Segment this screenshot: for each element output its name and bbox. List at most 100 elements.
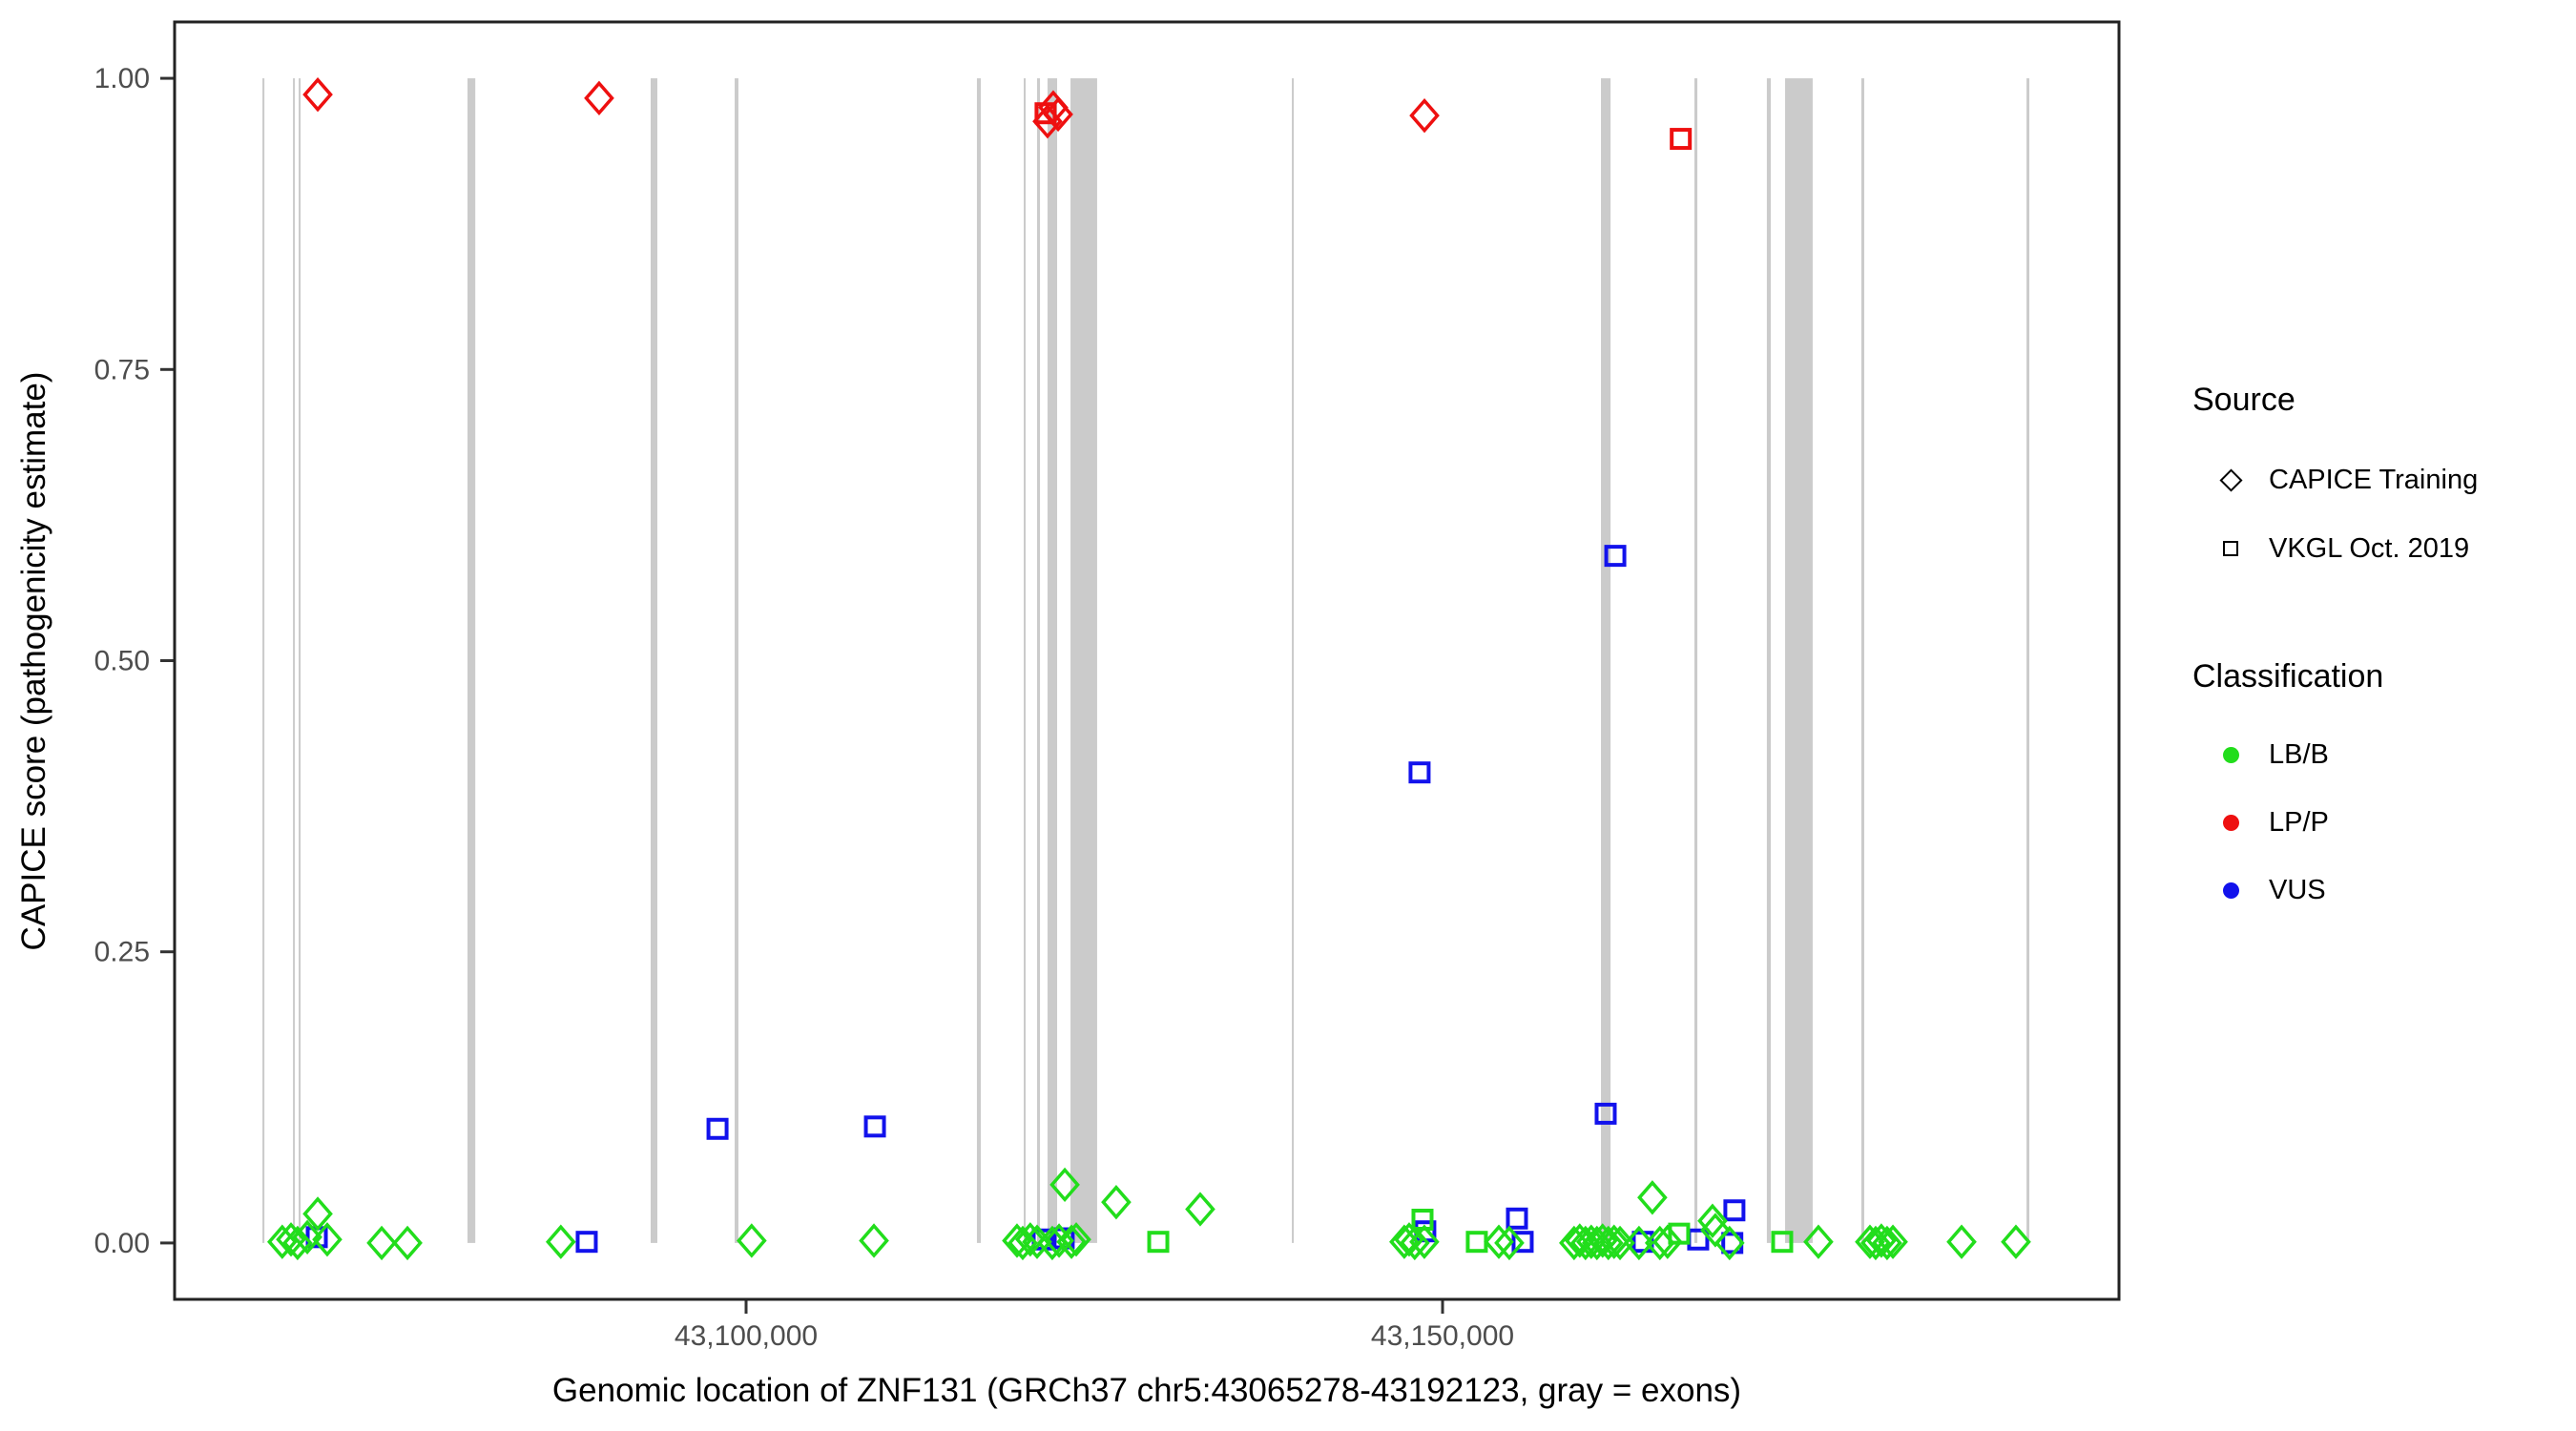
exon-bar: [1601, 78, 1611, 1243]
point-capice-training: [859, 1223, 889, 1258]
point-capice-training: [1008, 1225, 1038, 1261]
exon-bar: [1766, 78, 1771, 1243]
points-layer: [266, 77, 2031, 1261]
legend-item-label: LB/B: [2269, 738, 2329, 770]
exons-layer: [262, 78, 2030, 1243]
exon-bar: [976, 78, 982, 1243]
x-tick-label: 43,100,000: [675, 1320, 818, 1352]
exon-bar: [1292, 78, 1295, 1243]
axes-layer: 0.00 0.25 0.50 0.75 1.00 43,100,000 43,150,000: [94, 63, 1514, 1352]
point-capice-training: [1598, 1224, 1630, 1259]
point-capice-training: [1061, 1222, 1091, 1257]
blue-dot-icon: [2206, 881, 2255, 899]
point-capice-training: [1056, 1224, 1087, 1259]
y-tick-label: 0.25: [94, 937, 150, 968]
point-vkgl: [1771, 1231, 1794, 1254]
point-capice-training: [584, 80, 614, 116]
point-capice-training: [1700, 1213, 1731, 1248]
exon-bar: [1070, 78, 1097, 1243]
legend-item-lbb: LB/B: [2206, 736, 2329, 774]
point-capice-training: [1624, 1225, 1654, 1261]
exon-bar: [650, 78, 657, 1243]
point-capice-training: [1697, 1203, 1728, 1238]
panel-border: [173, 20, 2121, 1301]
point-vkgl: [1411, 1208, 1434, 1231]
legend-classification-title: Classification: [2192, 658, 2384, 695]
point-capice-training: [1409, 97, 1440, 134]
legend-item-label: CAPICE Training: [2269, 464, 2479, 495]
point-vkgl: [1506, 1207, 1528, 1230]
point-vkgl: [1604, 545, 1627, 568]
legend: Source CAPICE Training VKGL Oct. 2019 Cl…: [2185, 0, 2566, 1431]
y-tick-label: 0.75: [94, 354, 150, 385]
legend-item-capice-training: CAPICE Training: [2206, 461, 2478, 499]
point-vkgl: [1594, 1102, 1617, 1125]
point-capice-training: [1872, 1225, 1902, 1261]
point-vkgl: [1465, 1231, 1488, 1254]
square-icon: [2206, 541, 2255, 556]
point-capice-training: [1484, 1224, 1514, 1259]
point-vkgl: [1408, 761, 1431, 784]
exon-bar: [467, 78, 476, 1243]
point-vkgl: [575, 1231, 598, 1254]
point-capice-training: [366, 1225, 397, 1261]
y-tick-label: 0.00: [94, 1228, 150, 1259]
legend-item-label: VKGL Oct. 2019: [2269, 532, 2470, 564]
point-capice-training: [1049, 1167, 1080, 1203]
point-capice-training: [276, 1222, 306, 1257]
point-capice-training: [1637, 1180, 1668, 1215]
exon-bar: [262, 78, 265, 1243]
point-vkgl: [863, 1115, 886, 1138]
legend-source-title: Source: [2192, 382, 2296, 418]
point-capice-training: [1946, 1224, 1977, 1259]
exon-bar: [2026, 78, 2030, 1243]
exon-bar: [1023, 78, 1027, 1243]
point-capice-training: [1101, 1185, 1132, 1220]
point-capice-training: [392, 1225, 423, 1261]
point-capice-training: [1043, 96, 1073, 133]
point-vkgl: [1147, 1231, 1170, 1254]
exon-bar: [735, 78, 738, 1243]
point-capice-training: [1878, 1224, 1908, 1259]
exon-bar: [293, 78, 296, 1243]
point-capice-training: [1015, 1222, 1046, 1257]
point-vkgl: [1668, 1222, 1691, 1245]
point-capice-training: [1389, 1224, 1420, 1259]
point-capice-training: [302, 77, 333, 113]
exon-bar: [299, 78, 301, 1243]
point-capice-training: [1866, 1223, 1897, 1258]
red-dot-icon: [2206, 814, 2255, 831]
point-capice-training: [1494, 1225, 1525, 1261]
point-capice-training: [1592, 1225, 1624, 1261]
point-vkgl: [1670, 128, 1693, 151]
point-capice-training: [545, 1224, 576, 1259]
legend-item-vkgl: VKGL Oct. 2019: [2206, 529, 2469, 568]
x-axis-title: Genomic location of ZNF131 (GRCh37 chr5:…: [551, 1372, 1742, 1409]
point-capice-training: [1587, 1223, 1618, 1258]
point-capice-training: [282, 1225, 313, 1261]
y-axis-title: CAPICE score (pathogenicity estimate): [15, 371, 52, 951]
point-capice-training: [292, 1219, 322, 1255]
exon-bar: [1785, 78, 1813, 1243]
exon-bar: [1047, 78, 1058, 1243]
point-capice-training: [737, 1223, 767, 1258]
legend-item-vus: VUS: [2206, 871, 2326, 909]
point-capice-training: [1652, 1224, 1683, 1259]
legend-item-lpp: LP/P: [2206, 803, 2329, 841]
exon-bar: [1860, 78, 1864, 1243]
point-capice-training: [312, 1222, 343, 1257]
y-tick-label: 1.00: [94, 63, 150, 94]
point-vkgl: [1723, 1199, 1746, 1222]
exon-bar: [1037, 78, 1041, 1243]
point-capice-training: [1002, 1223, 1032, 1258]
y-tick-label: 0.50: [94, 646, 150, 677]
exon-bar: [1693, 78, 1698, 1243]
legend-item-label: VUS: [2269, 874, 2326, 905]
diamond-icon: [2206, 467, 2255, 492]
point-capice-training: [1399, 1225, 1430, 1261]
point-capice-training: [1409, 1224, 1440, 1259]
legend-item-label: LP/P: [2269, 806, 2329, 838]
point-capice-training: [1803, 1224, 1834, 1259]
point-capice-training: [2001, 1224, 2031, 1259]
